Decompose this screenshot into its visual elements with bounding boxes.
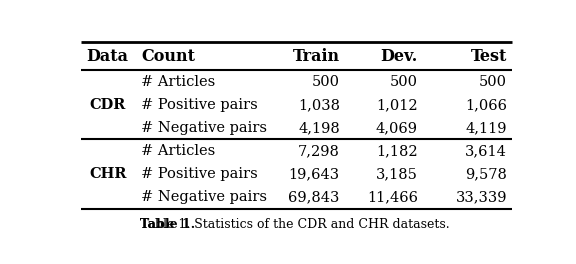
Text: 1,066: 1,066: [465, 98, 507, 112]
Text: # Negative pairs: # Negative pairs: [141, 121, 267, 135]
Text: # Negative pairs: # Negative pairs: [141, 190, 267, 204]
Text: 500: 500: [390, 75, 418, 89]
Text: Table 1. Statistics of the CDR and CHR datasets.: Table 1. Statistics of the CDR and CHR d…: [141, 218, 450, 231]
Text: 33,339: 33,339: [456, 190, 507, 204]
Text: Count: Count: [141, 48, 195, 65]
Text: # Articles: # Articles: [141, 75, 215, 89]
Text: Dev.: Dev.: [381, 48, 418, 65]
Text: CHR: CHR: [89, 167, 127, 181]
Text: 3,185: 3,185: [376, 167, 418, 181]
Text: 500: 500: [312, 75, 340, 89]
Text: Train: Train: [293, 48, 340, 65]
Text: 9,578: 9,578: [465, 167, 507, 181]
Text: 4,198: 4,198: [298, 121, 340, 135]
Text: 1,182: 1,182: [376, 144, 418, 158]
Text: 3,614: 3,614: [465, 144, 507, 158]
Text: Test: Test: [471, 48, 507, 65]
Text: 1,012: 1,012: [376, 98, 418, 112]
Text: Table 1.: Table 1.: [141, 218, 195, 231]
Text: 11,466: 11,466: [367, 190, 418, 204]
Text: 4,119: 4,119: [466, 121, 507, 135]
Text: # Positive pairs: # Positive pairs: [141, 167, 258, 181]
Text: # Positive pairs: # Positive pairs: [141, 98, 258, 112]
Text: 7,298: 7,298: [298, 144, 340, 158]
Text: 4,069: 4,069: [376, 121, 418, 135]
Text: 1,038: 1,038: [298, 98, 340, 112]
Text: CDR: CDR: [89, 98, 126, 112]
Text: 19,643: 19,643: [289, 167, 340, 181]
Text: Data: Data: [87, 48, 128, 65]
Text: 500: 500: [479, 75, 507, 89]
Text: # Articles: # Articles: [141, 144, 215, 158]
Text: 69,843: 69,843: [289, 190, 340, 204]
